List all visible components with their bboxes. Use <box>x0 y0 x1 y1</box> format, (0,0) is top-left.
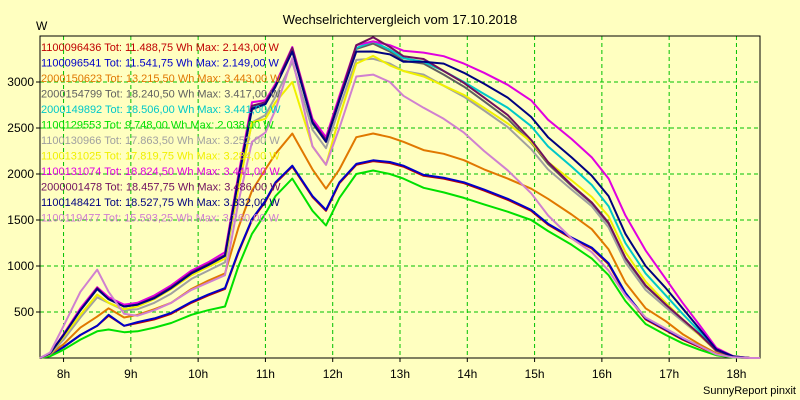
chart-title: Wechselrichtervergleich vom 17.10.2018 <box>283 12 518 27</box>
legend-entry-1100119477: 1100119477 Tot: 15.593,25 Wh Max: 3.260,… <box>41 213 280 225</box>
series-line-1100129553 <box>39 169 760 359</box>
legend: 1100096436 Tot: 11.488,75 Wh Max: 2.143,… <box>41 42 281 225</box>
legend-entry-2000001478: 2000001478 Tot: 18.457,75 Wh Max: 3.486,… <box>41 182 281 194</box>
legend-entry-2000149892: 2000149892 Tot: 18.506,00 Wh Max: 3.441,… <box>41 104 281 116</box>
series-line-1100131074 <box>39 40 760 359</box>
legend-entry-1100131074: 1100131074 Tot: 18.824,50 Wh Max: 3.441,… <box>41 166 280 178</box>
x-tick-label: 12h <box>323 367 343 381</box>
legend-entry-1100096436: 1100096436 Tot: 11.488,75 Wh Max: 2.143,… <box>41 42 280 54</box>
legend-entry-1100096541: 1100096541 Tot: 11.541,75 Wh Max: 2.149,… <box>41 58 280 70</box>
x-tick-label: 10h <box>188 367 208 381</box>
x-tick-label: 9h <box>124 367 137 381</box>
legend-entry-1100130966: 1100130966 Tot: 17.863,50 Wh Max: 3.252,… <box>41 135 280 147</box>
x-tick-label: 16h <box>592 367 612 381</box>
x-tick-label: 15h <box>525 367 545 381</box>
series-line-1100119477 <box>39 57 760 359</box>
legend-entry-2000154799: 2000154799 Tot: 18.240,50 Wh Max: 3.417,… <box>41 89 281 101</box>
y-tick-label: 500 <box>14 305 34 319</box>
y-axis-ticks: 500 1000 1500 2000 2500 3000 <box>7 75 40 319</box>
x-tick-label: 14h <box>457 367 477 381</box>
x-tick-label: 18h <box>726 367 746 381</box>
legend-entry-2000150623: 2000150623 Tot: 13.215,50 Wh Max: 3.443,… <box>41 73 281 85</box>
x-tick-label: 11h <box>256 367 275 381</box>
x-tick-label: 17h <box>659 367 679 381</box>
series-lines <box>39 36 760 359</box>
series-line-1100148421 <box>39 50 760 359</box>
footer-credit: SunnyReport pinxit <box>703 385 796 397</box>
y-axis-label: W <box>36 19 48 33</box>
y-tick-label: 1000 <box>7 259 34 273</box>
y-tick-label: 3000 <box>7 75 34 89</box>
x-tick-label: 13h <box>390 367 410 381</box>
x-axis-ticks: 8h 9h 10h 11h 12h 13h 14h 15h 16h 17h 18h <box>57 358 746 381</box>
y-tick-label: 1500 <box>7 213 34 227</box>
y-tick-label: 2000 <box>7 167 34 181</box>
legend-entry-1100148421: 1100148421 Tot: 18.527,75 Wh Max: 3.332,… <box>41 197 280 209</box>
legend-entry-1100131025: 1100131025 Tot: 17.819,75 Wh Max: 3.284,… <box>41 151 280 163</box>
y-tick-label: 2500 <box>7 121 34 135</box>
legend-entry-1100129553: 1100129553 Tot: 9.748,00 Wh Max: 2.038,0… <box>41 120 274 132</box>
x-tick-label: 8h <box>57 367 70 381</box>
series-line-1100131025 <box>39 54 760 359</box>
